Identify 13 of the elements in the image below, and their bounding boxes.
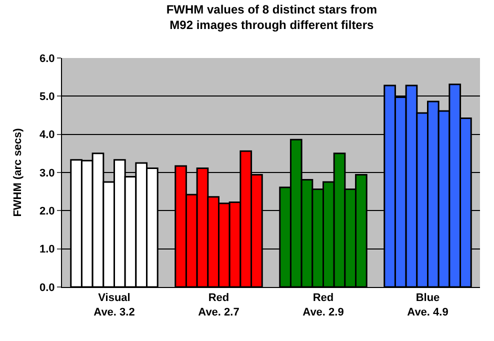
- x-tick-label: Visual Ave. 3.2: [94, 292, 135, 318]
- x-tick-label: Red Ave. 2.7: [198, 292, 240, 318]
- x-tick-label: Blue Ave. 4.9: [407, 292, 448, 318]
- y-tick-label: 0.0: [40, 282, 55, 294]
- chart-title: FWHM values of 8 distinct stars from M92 images through different filters: [166, 2, 378, 32]
- y-tick-label: 6.0: [40, 52, 55, 65]
- y-tick-label: 4.0: [40, 129, 55, 142]
- x-tick-label: Red Ave. 2.9: [302, 292, 344, 318]
- y-tick-label: 2.0: [40, 206, 55, 218]
- y-tick-label: 5.0: [40, 91, 55, 104]
- y-axis-title: FWHM (arc secs): [12, 128, 24, 217]
- y-tick-label: 1.0: [40, 244, 55, 256]
- y-tick-label: 3.0: [40, 167, 55, 180]
